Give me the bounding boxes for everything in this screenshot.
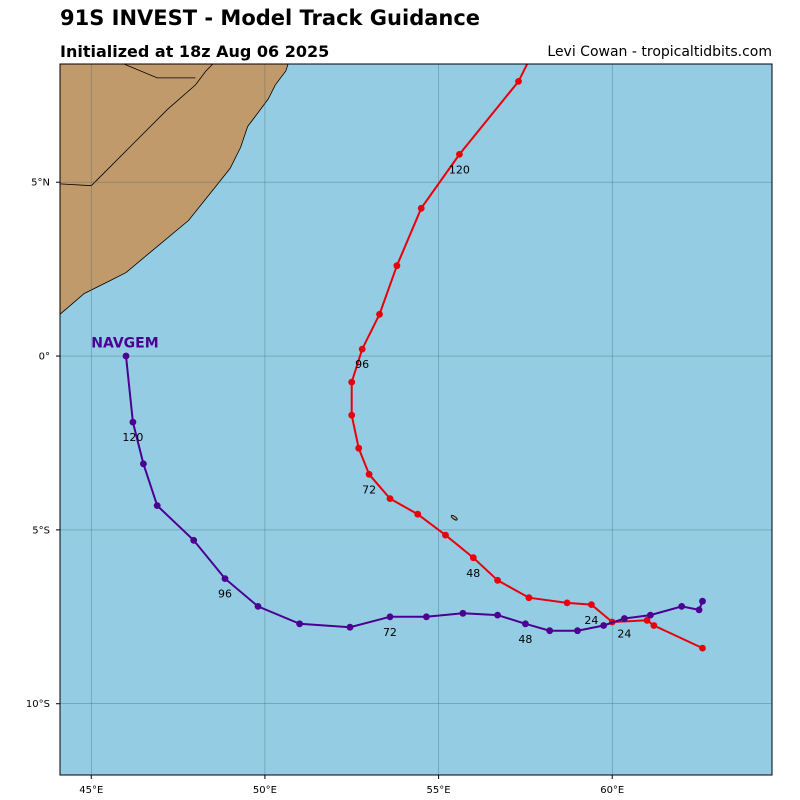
track-point[interactable]: [522, 620, 529, 628]
track-point[interactable]: [699, 644, 706, 652]
credit-text: Levi Cowan - tropicaltidbits.com: [547, 44, 772, 60]
y-tick-label: 10°S: [26, 699, 50, 710]
track-point[interactable]: [494, 576, 501, 584]
forecast-hour-label: 72: [362, 483, 376, 496]
track-point[interactable]: [588, 601, 595, 608]
x-tick-label: 55°E: [427, 785, 451, 796]
track-line-navgem: [125, 355, 704, 632]
track-point[interactable]: [140, 460, 147, 468]
track-point[interactable]: [563, 599, 571, 607]
track-point[interactable]: [348, 411, 356, 419]
track-point[interactable]: [346, 623, 354, 631]
chart-subtitle: Initialized at 18z Aug 06 2025: [60, 42, 330, 61]
track-point[interactable]: [417, 204, 425, 212]
track-point[interactable]: [494, 611, 501, 619]
track-point[interactable]: [456, 151, 463, 158]
chart-title: 91S INVEST - Model Track Guidance: [60, 6, 481, 30]
country-border: [122, 64, 196, 79]
track-point[interactable]: [254, 603, 262, 610]
track-point[interactable]: [647, 611, 654, 619]
track-point[interactable]: [376, 310, 383, 318]
island: [450, 515, 458, 521]
track-point[interactable]: [190, 536, 198, 544]
forecast-hour-label: 120: [449, 164, 470, 177]
track-point[interactable]: [355, 444, 363, 452]
tick-layer: 45°E 50°E 55°E 60°E 5°N 0° 5°S 10°S: [26, 178, 624, 796]
track-point[interactable]: [358, 345, 366, 353]
track-point[interactable]: [678, 603, 686, 610]
track-point[interactable]: [442, 531, 449, 539]
track-point[interactable]: [296, 620, 303, 628]
forecast-hour-label: 120: [122, 431, 143, 444]
track-point[interactable]: [546, 627, 554, 635]
x-tick-label: 45°E: [79, 785, 103, 796]
track-point[interactable]: [525, 594, 533, 602]
x-tick-label: 60°E: [600, 785, 624, 796]
track-point[interactable]: [600, 622, 607, 629]
forecast-hour-label: 96: [218, 588, 232, 601]
track-point[interactable]: [650, 622, 658, 629]
land-mass: [60, 64, 289, 315]
track-point[interactable]: [526, 57, 533, 64]
track-point[interactable]: [621, 615, 628, 622]
track-point[interactable]: [695, 606, 703, 614]
land-layer: [60, 64, 458, 521]
y-tick-label: 0°: [39, 352, 50, 363]
forecast-hour-label: 48: [518, 633, 532, 646]
x-tick-label: 50°E: [253, 785, 277, 796]
track-point[interactable]: [459, 609, 467, 617]
track-point[interactable]: [423, 613, 430, 621]
forecast-hour-label: 48: [466, 567, 480, 580]
forecast-hour-label: 72: [383, 626, 397, 639]
track-point[interactable]: [122, 352, 130, 360]
track-point[interactable]: [221, 575, 229, 582]
track-point[interactable]: [414, 510, 422, 518]
track-point[interactable]: [643, 616, 651, 624]
forecast-hour-label: 96: [355, 358, 369, 371]
y-tick-label: 5°N: [31, 178, 50, 189]
track-layer: [122, 57, 706, 652]
track-point[interactable]: [348, 378, 356, 386]
track-point[interactable]: [129, 418, 137, 426]
forecast-hour-label: 24: [617, 628, 631, 641]
track-point[interactable]: [365, 470, 373, 478]
plot-frame: [59, 63, 773, 776]
track-point[interactable]: [393, 262, 401, 270]
model-label-navgem: NAVGEM: [91, 335, 158, 351]
forecast-hour-label: 24: [584, 614, 598, 627]
track-point[interactable]: [574, 627, 581, 635]
track-point[interactable]: [386, 613, 394, 621]
track-point[interactable]: [699, 597, 706, 605]
track-point[interactable]: [515, 78, 522, 85]
track-point[interactable]: [469, 554, 477, 562]
label-layer: 24 48 72 96 120 24 48 72 96 120 NAVGEM: [91, 164, 631, 646]
track-point[interactable]: [153, 502, 161, 509]
y-tick-label: 5°S: [32, 525, 50, 536]
track-point[interactable]: [386, 495, 394, 502]
